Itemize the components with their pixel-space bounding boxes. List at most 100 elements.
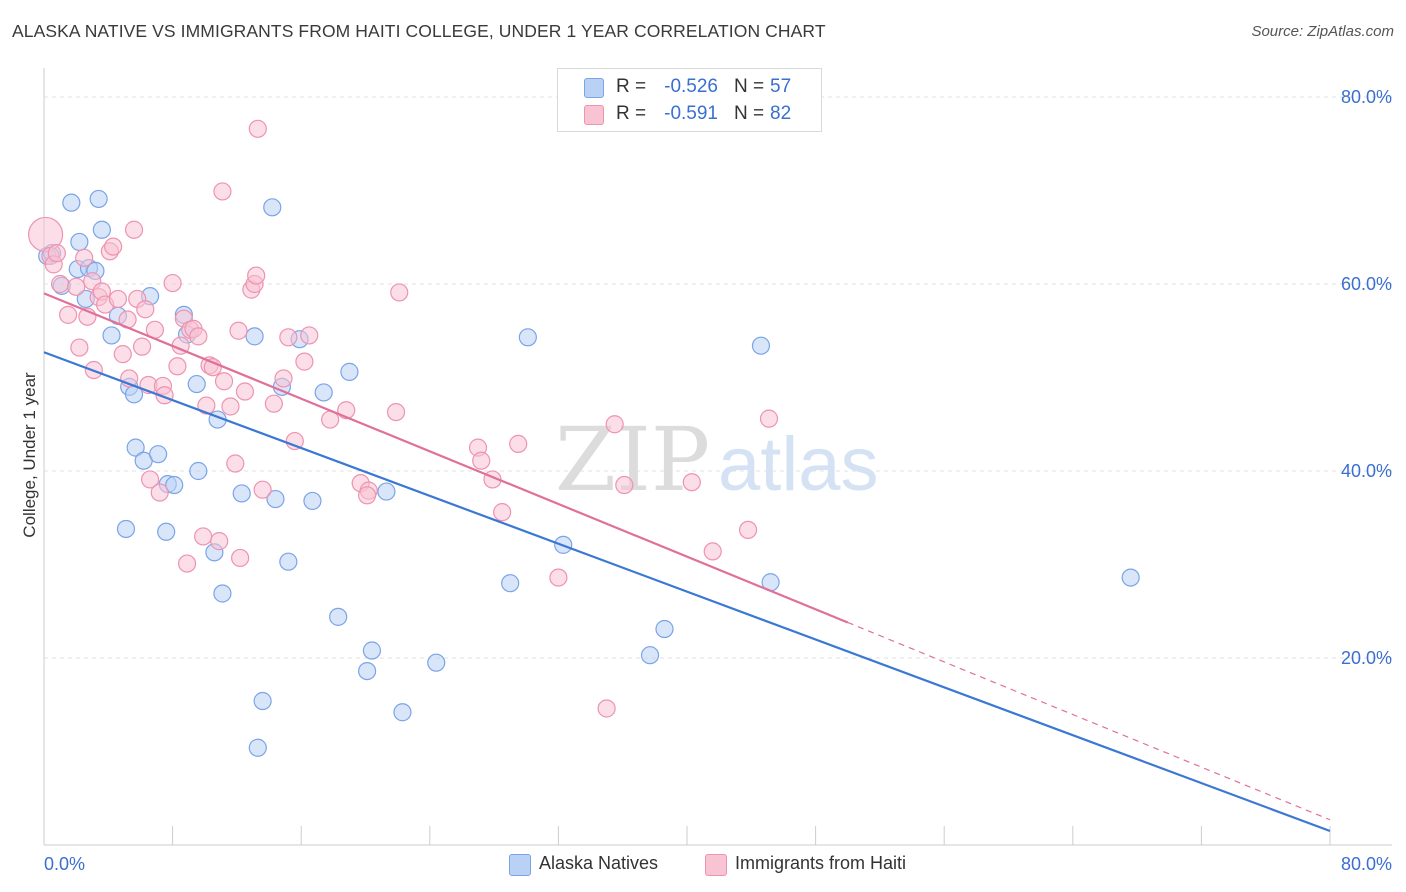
legend-swatch-pink — [584, 105, 604, 125]
bottom-legend-label: Alaska Natives — [539, 853, 659, 873]
alaska-native-point — [314, 383, 333, 402]
haiti-immigrant-point — [229, 321, 248, 340]
alaska-native-point — [427, 653, 446, 672]
y-tick-label: 80.0% — [1341, 87, 1392, 107]
haiti-immigrant-point — [247, 266, 266, 285]
haiti-immigrant-point — [549, 568, 568, 587]
alaska-native-point — [149, 445, 168, 464]
haiti-immigrant-point — [59, 305, 78, 324]
alaska-native-point — [751, 336, 771, 355]
haiti-immigrant-point — [214, 372, 234, 391]
legend-r-label: R = — [616, 76, 647, 97]
alaska-native-point — [358, 661, 377, 681]
haiti-immigrant-point — [47, 244, 66, 263]
haiti-immigrant-point — [163, 273, 182, 293]
alaska-native-point — [253, 691, 272, 711]
haiti-immigrant-trendline-extension — [847, 621, 1331, 821]
alaska-native-point — [245, 327, 264, 346]
alaska-native-point — [518, 328, 537, 347]
alaska-native-point — [655, 619, 674, 639]
alaska-native-point — [279, 552, 298, 571]
legend-row-immigrants-haiti: R = -0.591 N = 82 — [558, 101, 821, 127]
alaska-native-point — [329, 607, 348, 626]
haiti-immigrant-point — [279, 328, 298, 347]
y-tick-label: 40.0% — [1341, 461, 1392, 481]
alaska-native-point — [187, 374, 206, 394]
haiti-immigrant-point — [150, 483, 169, 502]
chart-title: ALASKA NATIVE VS IMMIGRANTS FROM HAITI C… — [12, 21, 826, 41]
haiti-immigrant-point — [285, 431, 304, 451]
haiti-immigrant-point — [177, 554, 197, 573]
haiti-immigrant-point — [104, 237, 123, 256]
legend-n-label: N = — [734, 76, 765, 97]
legend-row-alaska-natives: R = -0.526 N = 57 — [558, 74, 821, 100]
alaska-native-point — [62, 193, 81, 212]
bottom-legend-swatch-pink — [705, 854, 727, 876]
alaska-native-point — [102, 326, 121, 345]
alaska-native-point — [340, 362, 359, 381]
haiti-immigrant-point — [682, 473, 701, 492]
alaska-native-point — [92, 220, 111, 239]
x-tick-label: 0.0% — [44, 854, 85, 874]
bottom-legend-swatch-blue — [509, 854, 531, 876]
y-tick-label: 20.0% — [1341, 648, 1392, 668]
alaska-native-point — [266, 489, 285, 509]
haiti-immigrant-point — [231, 548, 250, 568]
alaska-native-point — [263, 198, 282, 217]
haiti-immigrant-point — [113, 345, 132, 364]
haiti-immigrant-point — [390, 283, 409, 302]
alaska-native-point — [232, 484, 251, 503]
legend-n-value: 57 — [770, 76, 792, 97]
haiti-immigrant-point — [67, 277, 86, 296]
alaska-native-point — [501, 574, 520, 593]
haiti-immigrant-point — [210, 532, 229, 551]
alaska-native-point — [303, 491, 322, 511]
x-tick-label: 80.0% — [1341, 854, 1392, 874]
alaska-native-point — [213, 584, 232, 603]
haiti-immigrant-trendline — [43, 292, 849, 624]
haiti-immigrant-point — [194, 527, 213, 546]
haiti-immigrant-point — [189, 327, 208, 346]
correlation-legend: R = -0.526 N = 57 R = -0.591 N = 82 — [557, 68, 822, 132]
alaska-native-point — [1121, 568, 1140, 587]
watermark-atlas: atlas — [718, 422, 879, 507]
alaska-native-point — [377, 482, 396, 501]
alaska-native-point — [70, 232, 89, 252]
haiti-immigrant-point — [759, 409, 779, 428]
haiti-immigrant-point — [615, 475, 634, 495]
haiti-immigrant-point — [248, 119, 267, 138]
haiti-immigrant-point — [253, 480, 272, 499]
haiti-immigrant-point — [132, 337, 152, 356]
legend-n-label: N = — [734, 103, 765, 124]
alaska-native-point — [89, 189, 108, 209]
haiti-immigrant-point — [300, 326, 319, 345]
bottom-legend-label: Immigrants from Haiti — [735, 853, 907, 873]
haiti-immigrant-point — [75, 248, 94, 267]
haiti-immigrant-point — [70, 338, 89, 357]
haiti-immigrant-point — [264, 394, 283, 413]
alaska-native-point — [640, 646, 660, 665]
legend-r-label: R = — [616, 103, 647, 124]
haiti-immigrant-point — [493, 503, 512, 522]
haiti-immigrant-point — [50, 274, 70, 294]
alaska-native-point — [157, 522, 176, 541]
haiti-immigrant-point — [597, 699, 616, 718]
watermark-zip: ZIP — [555, 408, 710, 511]
alaska-native-point — [189, 461, 208, 481]
haiti-immigrant-point — [140, 470, 160, 489]
source-label: Source: ZipAtlas.com — [1251, 23, 1394, 40]
haiti-immigrant-point — [472, 451, 491, 470]
haiti-immigrant-point — [197, 396, 216, 415]
alaska-native-trendline — [43, 351, 1331, 833]
legend-n-value: 82 — [770, 103, 792, 124]
haiti-immigrant-point — [235, 382, 255, 401]
haiti-immigrant-point — [738, 520, 758, 540]
haiti-immigrant-point — [605, 415, 624, 434]
haiti-immigrant-point — [203, 358, 222, 377]
haiti-immigrant-point — [108, 289, 128, 309]
haiti-immigrant-point — [295, 352, 314, 371]
haiti-immigrant-point — [168, 357, 187, 376]
y-axis-label: College, Under 1 year — [20, 372, 39, 538]
legend-r-value: -0.526 — [664, 76, 718, 97]
